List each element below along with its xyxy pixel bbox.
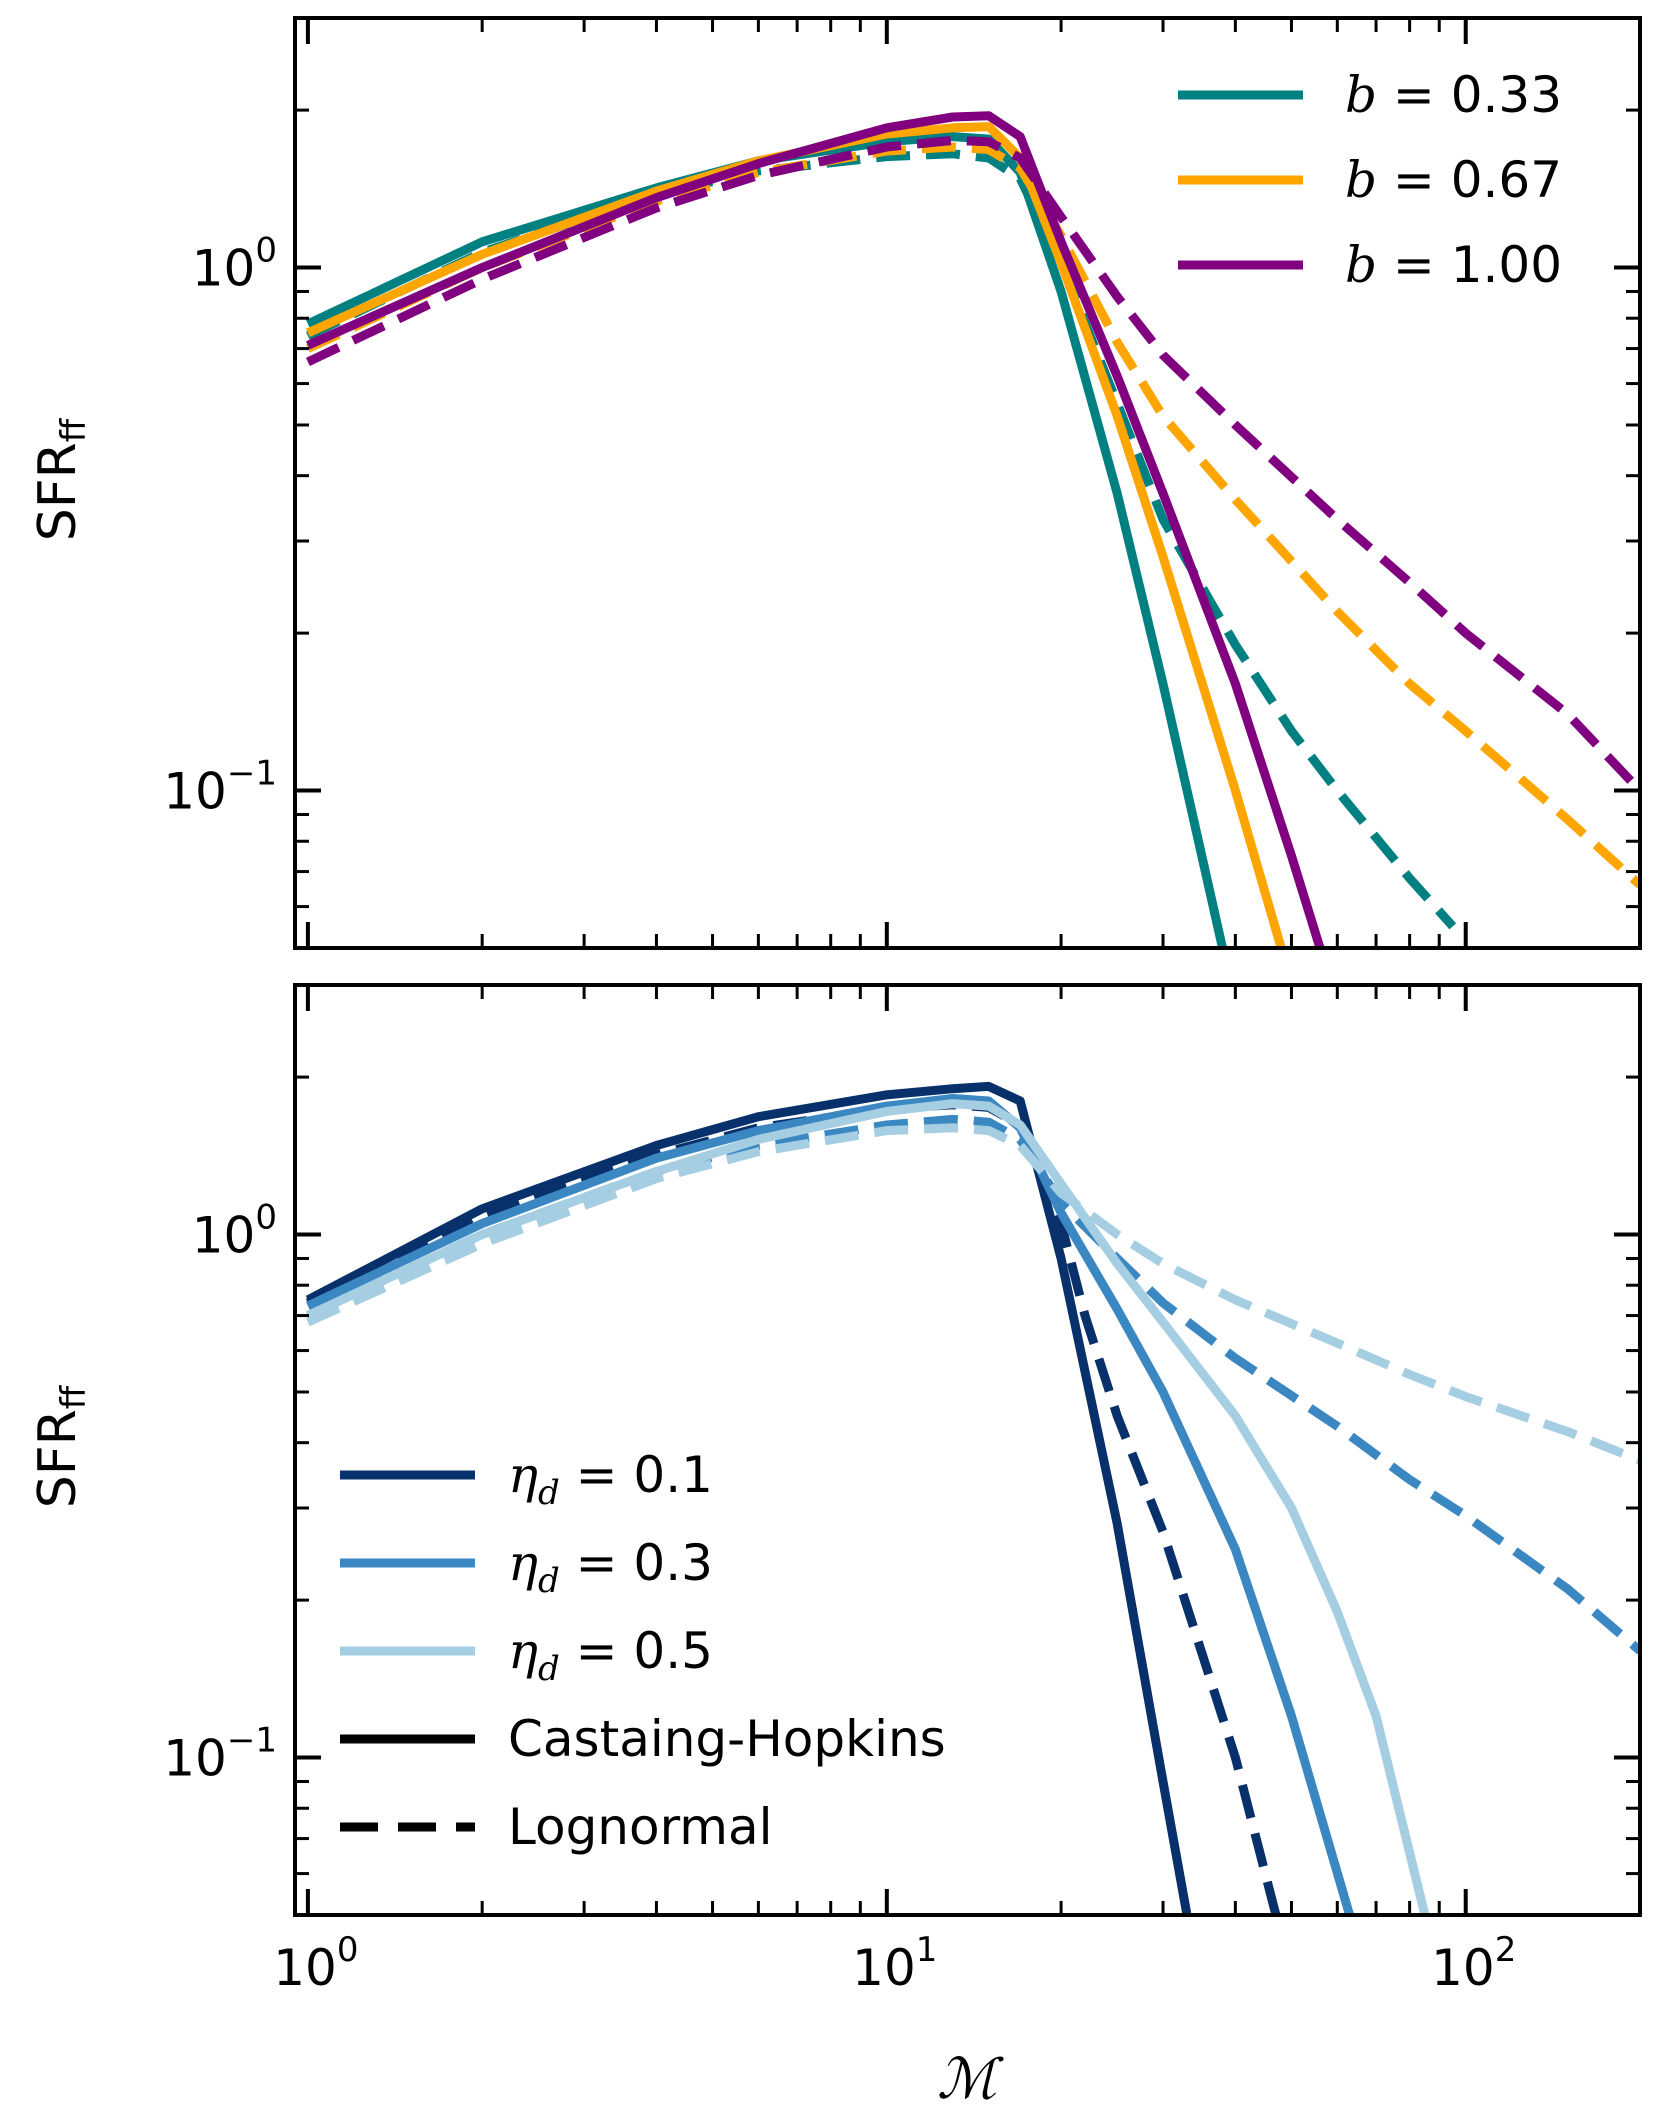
- top-ytick-label-0: 100: [192, 231, 277, 298]
- bottom-series-3-line: [306, 1114, 1640, 1655]
- top-panel: SFRff b = 0.33 b = 0.67 b = 1.00 100 10−1: [28, 16, 1642, 950]
- bottom-series-0-line: [305, 1081, 1192, 1915]
- top-series-2-line: [306, 122, 1286, 948]
- top-y-axis-label: SFRff: [28, 417, 94, 541]
- x-axis-label: ℳ: [937, 2047, 1004, 2112]
- bottom-series-1-line: [305, 1100, 1281, 1915]
- top-series-4-line: [306, 111, 1325, 948]
- bottom-legend-label-4: Lognormal: [508, 1798, 773, 1856]
- top-legend-label-2: b = 1.00: [1345, 236, 1562, 294]
- bottom-legend-label-2: ηd = 0.5: [508, 1622, 713, 1689]
- bottom-ticks-layer: [295, 983, 1642, 1917]
- top-legend-label-0: b = 0.33: [1345, 66, 1562, 124]
- bottom-xtick-label-2: 102: [1431, 1930, 1516, 1997]
- bottom-legend-label-0: ηd = 0.1: [508, 1446, 713, 1513]
- top-ticks-layer: [295, 16, 1642, 950]
- bottom-series-5-line: [306, 1123, 1640, 1465]
- top-ytick-label-1: 10−1: [163, 754, 277, 821]
- top-axes-frame: [293, 16, 1642, 950]
- bottom-panel: SFRff ℳ ηd = 0.1 ηd = 0.3 ηd = 0.5 Castaing…: [28, 983, 1642, 2112]
- bottom-ytick-label-1: 10−1: [163, 1721, 277, 1788]
- bottom-y-axis-label: SFRff: [28, 1384, 94, 1508]
- bottom-legend-label-1: ηd = 0.3: [508, 1534, 713, 1601]
- top-legend-label-1: b = 0.67: [1345, 151, 1562, 209]
- bottom-ytick-label-0: 100: [192, 1198, 277, 1265]
- top-legend: b = 0.33 b = 0.67 b = 1.00: [1178, 66, 1562, 294]
- bottom-series-4-line: [306, 1099, 1430, 1915]
- bottom-axes-frame: [293, 983, 1642, 1917]
- bottom-xtick-label-0: 100: [273, 1930, 358, 1997]
- bottom-legend: ηd = 0.1 ηd = 0.3 ηd = 0.5 Castaing-Hopkins…: [340, 1446, 946, 1856]
- bottom-series-layer: [305, 1081, 1640, 1915]
- bottom-legend-label-3: Castaing-Hopkins: [508, 1710, 946, 1768]
- top-series-layer: [305, 111, 1640, 948]
- top-series-5-line: [305, 135, 1640, 794]
- bottom-xtick-label-1: 101: [852, 1930, 937, 1997]
